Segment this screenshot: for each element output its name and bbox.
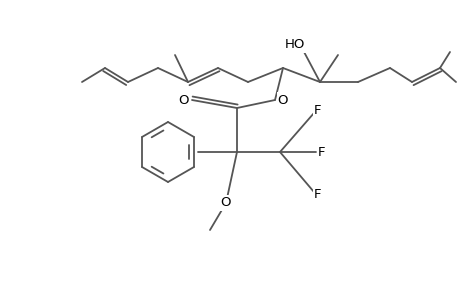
Text: O: O: [220, 196, 231, 209]
Text: F: F: [313, 103, 321, 116]
Text: O: O: [277, 94, 288, 106]
Text: F: F: [318, 146, 325, 158]
Text: HO: HO: [284, 38, 304, 52]
Text: O: O: [179, 94, 189, 106]
Text: F: F: [313, 188, 321, 202]
